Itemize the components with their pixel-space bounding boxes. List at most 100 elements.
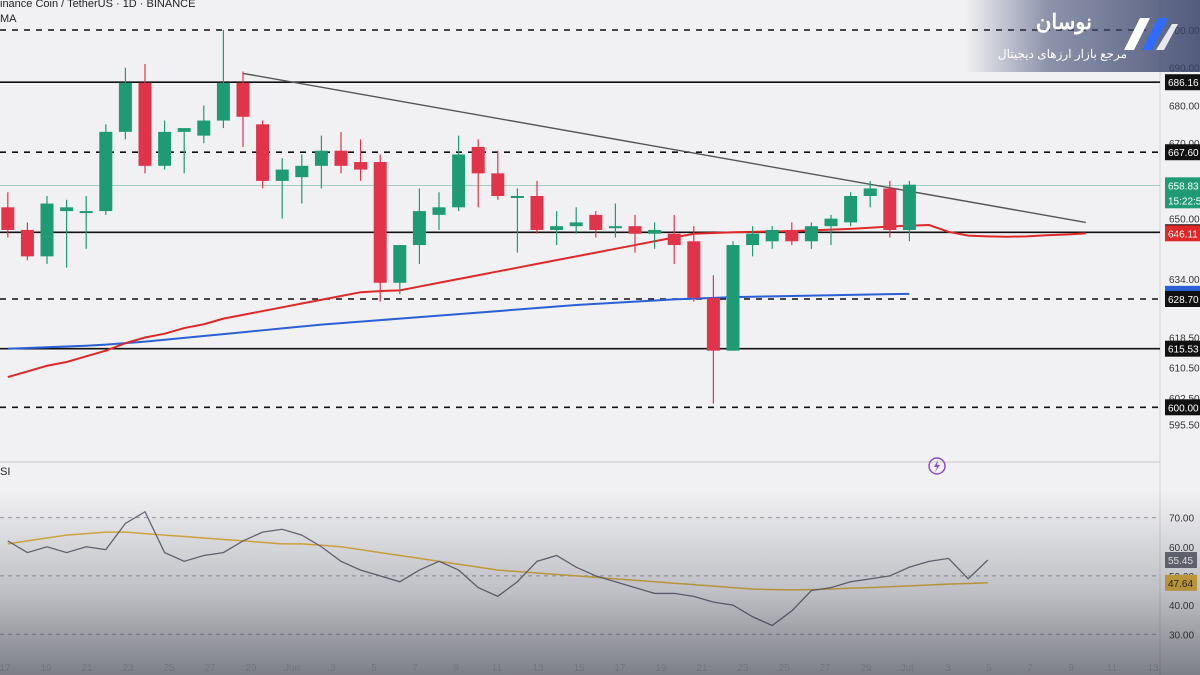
candle [471, 139, 485, 208]
candle [177, 128, 191, 174]
x-tick-label: 11 [1107, 663, 1118, 674]
candle [138, 63, 152, 174]
candle-body [687, 241, 701, 298]
x-tick-label: 27 [819, 663, 831, 674]
candle [491, 150, 505, 200]
price-tag-label: 15:22:5 [1168, 196, 1200, 207]
rsi-indicator-label: SI [0, 466, 11, 478]
x-tick-label: 21 [81, 663, 93, 674]
price-tag: 646.11 [1165, 225, 1200, 242]
x-tick-label: 21 [696, 663, 708, 674]
price-tag-label: 628.70 [1168, 295, 1199, 306]
candle [765, 226, 779, 249]
x-tick-label: 9 [1068, 663, 1074, 674]
candle [118, 67, 132, 140]
x-tick-label: 15 [573, 663, 585, 674]
candle-body [491, 173, 505, 196]
price-tag: 15:22:5 [1165, 192, 1200, 209]
x-tick-label: 23 [122, 663, 134, 674]
candle-body [79, 211, 93, 214]
candle-body [412, 211, 426, 246]
candle-body [432, 207, 446, 215]
candle-body [706, 297, 720, 351]
candle [412, 188, 426, 264]
ma-blue-line [7, 292, 910, 350]
x-tick-label: 5 [371, 663, 377, 674]
price-tag-bg [1165, 399, 1200, 416]
x-tick-label: 25 [778, 663, 790, 674]
x-tick-label: 7 [1027, 663, 1033, 674]
x-tick-label: 3 [330, 663, 336, 674]
price-tag: 615.53 [1165, 340, 1200, 357]
price-tag-bg [1165, 340, 1200, 357]
candle [589, 211, 603, 238]
candle-body [216, 82, 230, 121]
candle-body [138, 82, 152, 166]
y-tick-label: 680.00 [1169, 101, 1200, 112]
candle [648, 222, 662, 249]
candle-body [295, 165, 309, 178]
price-tag-label: 600.00 [1168, 403, 1199, 414]
event-marker-ring [928, 457, 946, 475]
x-tick-label: 17 [0, 663, 11, 674]
candle-body [236, 82, 250, 117]
candle-body [177, 128, 191, 132]
nosan-logo-icon [1124, 18, 1178, 50]
price-tag-label: 667.60 [1168, 148, 1199, 159]
candle-body [589, 214, 603, 230]
candle-body [256, 124, 270, 181]
candle-body [393, 245, 407, 283]
candle [256, 120, 270, 189]
price-tag-label: 646.11 [1168, 229, 1198, 240]
y-tick-label: 595.50 [1169, 420, 1200, 431]
y-tick-label: 618.50 [1169, 333, 1200, 344]
x-tick-label: 11 [492, 663, 503, 674]
candle-body [844, 196, 858, 223]
candle-body [746, 233, 760, 246]
candle [667, 214, 681, 264]
candle [197, 105, 211, 144]
candle-body [60, 207, 74, 212]
candle [726, 241, 740, 351]
candle [334, 131, 348, 174]
candle [393, 245, 407, 295]
candle-body [20, 229, 34, 257]
candle [883, 180, 897, 238]
price-tag-bg [1165, 192, 1200, 209]
candle-body [667, 233, 681, 246]
candle-body [99, 131, 113, 212]
candle-body [510, 196, 524, 198]
candle [804, 222, 818, 249]
candle [373, 154, 387, 302]
candle [99, 124, 113, 215]
rsi-tag-label: 55.45 [1168, 556, 1193, 567]
candle [785, 222, 799, 246]
candle-body [40, 203, 54, 257]
rsi-tick-label: 30.00 [1169, 630, 1194, 641]
price-tag-bg [1165, 74, 1200, 91]
price-tag-label: 686.16 [1168, 78, 1199, 89]
candle-body [334, 150, 348, 166]
candle-body [158, 131, 172, 166]
chart-title: inance Coin / TetherUS · 1D · BINANCE [0, 0, 196, 10]
candle-body [471, 146, 485, 174]
candle [706, 275, 720, 404]
candle-body [785, 229, 799, 242]
candle-body [628, 226, 642, 234]
candle [354, 139, 368, 181]
candle [510, 188, 524, 253]
trendline [242, 72, 1086, 224]
x-tick-label: 19 [40, 663, 52, 674]
candle-body [118, 82, 132, 132]
x-tick-label: 27 [204, 663, 216, 674]
x-tick-label: 13 [532, 663, 544, 674]
candle [236, 71, 250, 147]
candle-body [530, 196, 544, 230]
price-tag-bg [1165, 177, 1200, 194]
price-tag: 658.83 [1165, 177, 1200, 194]
candle-body [883, 188, 897, 230]
candle [60, 199, 74, 268]
candle [79, 196, 93, 249]
candle [608, 203, 622, 238]
x-tick-label: Jul [901, 663, 914, 674]
